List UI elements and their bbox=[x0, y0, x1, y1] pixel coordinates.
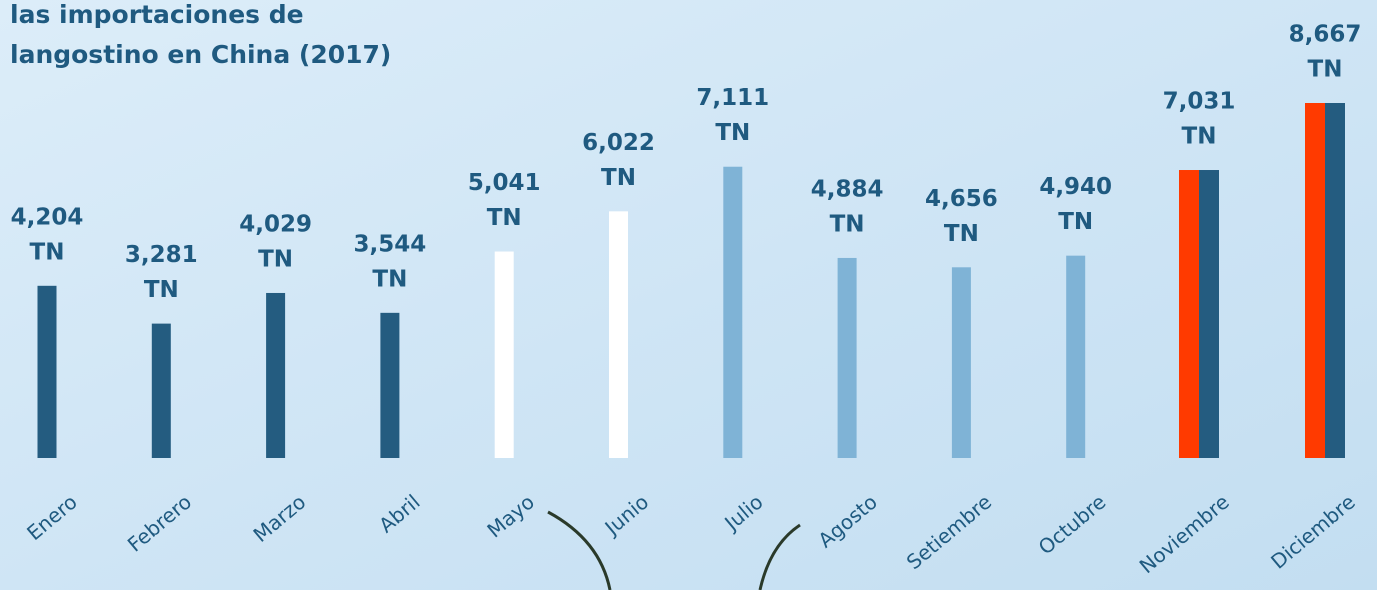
bar bbox=[1179, 170, 1199, 458]
data-label-unit: TN bbox=[1182, 124, 1217, 150]
bar bbox=[1305, 103, 1325, 458]
bar bbox=[266, 292, 286, 458]
decoration bbox=[547, 510, 801, 590]
bar bbox=[723, 166, 743, 458]
data-label-unit: TN bbox=[258, 246, 293, 272]
data-label-unit: TN bbox=[30, 239, 65, 265]
data-label: 4,204 bbox=[11, 204, 84, 230]
data-label: 4,884 bbox=[811, 176, 884, 202]
data-label-unit: TN bbox=[601, 165, 636, 191]
data-label-unit: TN bbox=[715, 120, 750, 146]
bar bbox=[380, 312, 400, 458]
data-label: 8,667 bbox=[1289, 22, 1362, 48]
data-label-unit: TN bbox=[144, 277, 179, 303]
bar bbox=[1325, 103, 1345, 458]
data-label: 7,031 bbox=[1163, 89, 1236, 115]
data-label: 3,544 bbox=[354, 231, 427, 257]
bar bbox=[837, 257, 857, 458]
bar bbox=[1199, 170, 1219, 458]
data-label: 7,111 bbox=[696, 85, 769, 111]
data-label: 4,029 bbox=[239, 211, 312, 237]
data-label: 5,041 bbox=[468, 170, 541, 196]
data-label: 3,281 bbox=[125, 242, 198, 268]
data-label-unit: TN bbox=[944, 221, 979, 247]
bar bbox=[151, 323, 171, 458]
bar bbox=[494, 251, 514, 458]
data-label-unit: TN bbox=[372, 266, 407, 292]
chart-title: las importaciones de bbox=[10, 0, 304, 29]
data-label: 4,940 bbox=[1039, 174, 1112, 200]
bar bbox=[1066, 255, 1086, 458]
data-label-unit: TN bbox=[1308, 57, 1343, 83]
data-label-unit: TN bbox=[830, 211, 865, 237]
bar bbox=[37, 285, 57, 458]
data-label-unit: TN bbox=[487, 205, 522, 231]
bar bbox=[609, 211, 628, 458]
bar bbox=[951, 267, 971, 458]
data-label: 4,656 bbox=[925, 186, 998, 212]
chart-title: langostino en China (2017) bbox=[10, 40, 391, 69]
data-label: 6,022 bbox=[582, 130, 655, 156]
data-label-unit: TN bbox=[1058, 209, 1093, 235]
